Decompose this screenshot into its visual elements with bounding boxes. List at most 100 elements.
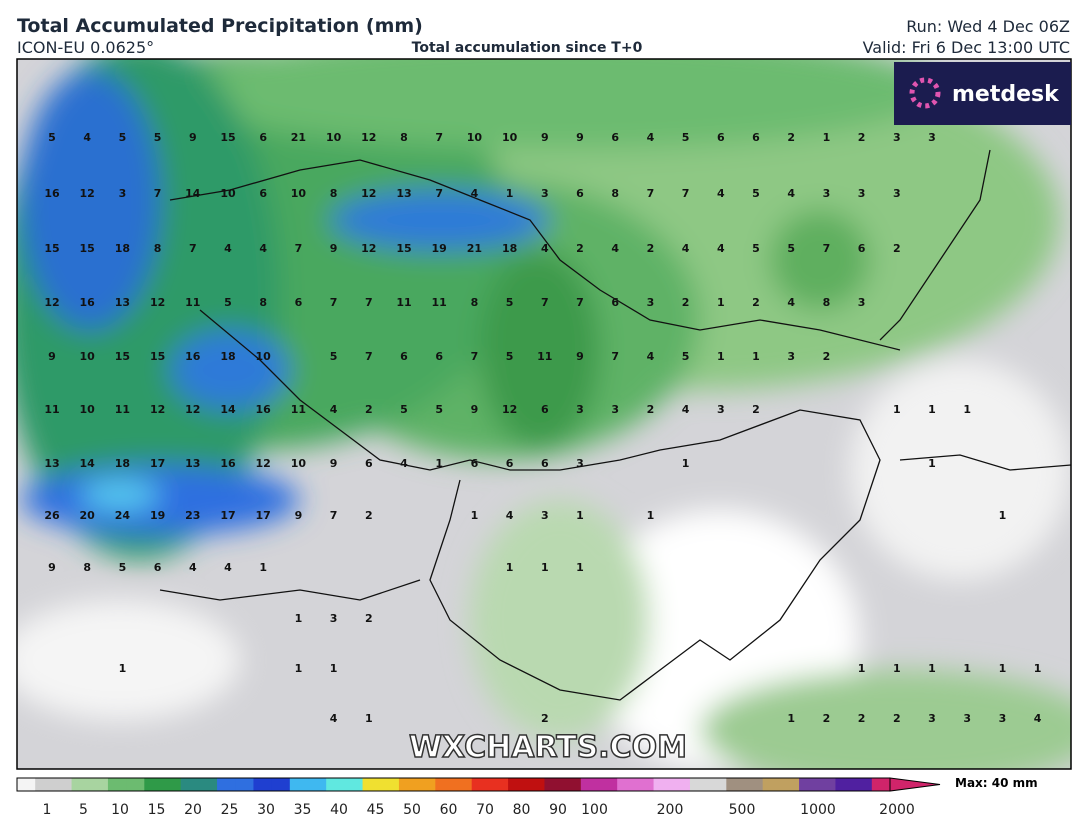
map-value: 7 (471, 350, 479, 363)
colorbar-tick-label: 70 (476, 802, 494, 818)
map-value: 4 (471, 187, 479, 200)
map-value: 15 (220, 131, 235, 144)
colorbar-cell (180, 778, 200, 791)
map-value: 4 (717, 242, 725, 255)
map-value: 3 (928, 712, 936, 725)
watermark: WXCHARTS.COM (409, 730, 687, 765)
colorbar-cell (453, 778, 473, 791)
map-value: 3 (611, 403, 619, 416)
map-value: 8 (259, 296, 267, 309)
map-value: 7 (154, 187, 162, 200)
colorbar-cell (817, 778, 836, 791)
map-value: 11 (115, 403, 130, 416)
logo: metdesk (952, 82, 1060, 107)
map-value: 9 (295, 509, 303, 522)
map-value: 7 (365, 296, 373, 309)
colorbar-cell (708, 778, 727, 791)
map-value: 1 (752, 350, 760, 363)
map-value: 7 (330, 296, 338, 309)
colorbar-cell (508, 778, 527, 791)
map-value: 19 (432, 242, 447, 255)
map-value: 5 (119, 131, 127, 144)
map-value: 7 (330, 509, 338, 522)
map-value: 11 (291, 403, 306, 416)
map-value: 7 (611, 350, 619, 363)
map-value: 3 (823, 187, 831, 200)
map-value: 1 (963, 662, 971, 675)
map-value: 3 (717, 403, 725, 416)
map-value: 1 (928, 457, 936, 470)
map-value: 15 (396, 242, 411, 255)
colorbar-cell (435, 778, 454, 791)
map-value: 1 (682, 457, 690, 470)
map-value: 13 (44, 457, 59, 470)
map-value: 6 (541, 457, 549, 470)
map-value: 12 (361, 187, 376, 200)
map-value: 4 (330, 403, 338, 416)
map-value: 6 (506, 457, 514, 470)
map-value: 1 (893, 403, 901, 416)
map-value: 2 (787, 131, 795, 144)
map-value: 16 (185, 350, 201, 363)
map-value: 10 (220, 187, 236, 200)
map-value: 10 (467, 131, 483, 144)
map-value: 4 (259, 242, 267, 255)
map-value: 2 (823, 350, 831, 363)
colorbar-cell (198, 778, 218, 791)
map-value: 10 (291, 457, 307, 470)
map-value: 3 (647, 296, 655, 309)
map-value: 4 (717, 187, 725, 200)
map-value: 18 (115, 242, 130, 255)
map-value: 1 (999, 662, 1007, 675)
map-value: 1 (717, 296, 725, 309)
map-value: 5 (787, 242, 795, 255)
colorbar-cell (217, 778, 236, 791)
map-value: 10 (291, 187, 307, 200)
map-value: 6 (541, 403, 549, 416)
map-value: 6 (576, 187, 584, 200)
map-value: 3 (119, 187, 127, 200)
colorbar-cell (835, 778, 855, 791)
colorbar-cell (489, 778, 509, 791)
map-value: 4 (541, 242, 549, 255)
map-value: 3 (928, 131, 936, 144)
map-value: 6 (611, 296, 619, 309)
colorbar-tick-label: 5 (79, 802, 88, 818)
colorbar-cell (726, 778, 745, 791)
colorbar-tick-label: 50 (403, 802, 421, 818)
map-value: 6 (259, 131, 267, 144)
map-value: 3 (330, 612, 338, 625)
colorbar-tick-label: 1 (43, 802, 52, 818)
map-value: 15 (44, 242, 59, 255)
map-value: 18 (502, 242, 517, 255)
map-value: 16 (80, 296, 96, 309)
map-value: 3 (893, 131, 901, 144)
map-value: 6 (154, 561, 162, 574)
map-value: 5 (506, 296, 514, 309)
map-value: 6 (611, 131, 619, 144)
map-value: 4 (611, 242, 619, 255)
colorbar-cell (71, 778, 91, 791)
map-value: 4 (647, 350, 655, 363)
map-value: 4 (682, 242, 690, 255)
map-value: 5 (224, 296, 232, 309)
map (17, 59, 1071, 769)
map-value: 9 (576, 131, 584, 144)
colorbar-cell (689, 778, 709, 791)
map-value: 12 (150, 296, 165, 309)
map-value: 10 (80, 403, 96, 416)
map-value: 2 (682, 296, 690, 309)
colorbar-tick-label: 15 (148, 802, 166, 818)
colorbar-tick-label: 80 (513, 802, 531, 818)
map-value: 5 (400, 403, 408, 416)
map-value: 7 (189, 242, 197, 255)
colorbar-tick-label: 40 (330, 802, 348, 818)
colorbar-arrow (889, 777, 941, 792)
map-value: 9 (471, 403, 479, 416)
map-value: 4 (83, 131, 91, 144)
map-value: 21 (291, 131, 306, 144)
map-value: 1 (823, 131, 831, 144)
map-value: 9 (576, 350, 584, 363)
map-value: 3 (963, 712, 971, 725)
